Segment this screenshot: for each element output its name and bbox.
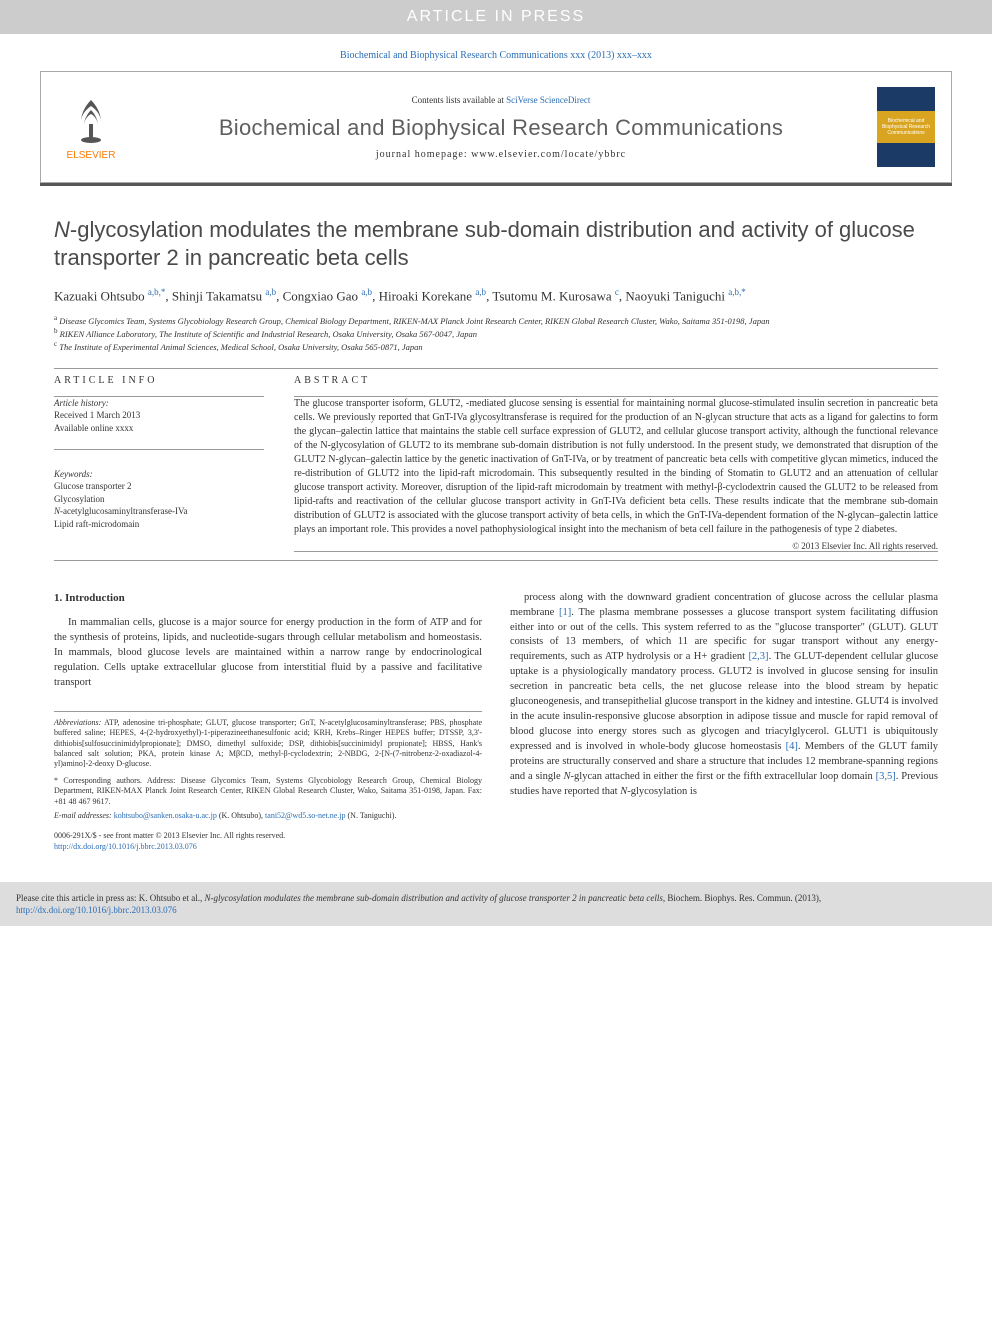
- citation-doi-link[interactable]: http://dx.doi.org/10.1016/j.bbrc.2013.03…: [16, 905, 177, 915]
- article-info-heading: ARTICLE INFO: [54, 375, 264, 386]
- emails: E-mail addresses: kohtsubo@sanken.osaka-…: [54, 811, 482, 821]
- keywords: Keywords: Glucose transporter 2 Glycosyl…: [54, 468, 264, 531]
- divider: [294, 551, 938, 552]
- publisher-logo: ELSEVIER: [57, 84, 125, 170]
- affiliation: a Disease Glycomics Team, Systems Glycob…: [54, 314, 938, 327]
- homepage-url[interactable]: www.elsevier.com/locate/ybbrc: [471, 149, 626, 160]
- author-list: Kazuaki Ohtsubo a,b,*, Shinji Takamatsu …: [54, 286, 938, 306]
- copyright: © 2013 Elsevier Inc. All rights reserved…: [294, 541, 938, 551]
- intro-paragraph-contd: process along with the downward gradient…: [510, 591, 938, 800]
- top-citation: Biochemical and Biophysical Research Com…: [0, 34, 992, 71]
- divider: [54, 368, 938, 369]
- affiliation: c The Institute of Experimental Animal S…: [54, 340, 938, 353]
- abstract-text: The glucose transporter isoform, GLUT2, …: [294, 397, 938, 537]
- abstract-heading: ABSTRACT: [294, 375, 938, 386]
- homepage-line: journal homepage: www.elsevier.com/locat…: [125, 149, 877, 160]
- sciencedirect-link[interactable]: SciVerse ScienceDirect: [506, 95, 590, 105]
- email-link[interactable]: tani52@wd5.so-net.ne.jp: [265, 811, 345, 820]
- journal-title: Biochemical and Biophysical Research Com…: [125, 115, 877, 141]
- publisher-name: ELSEVIER: [67, 150, 116, 161]
- article-history: Article history: Received 1 March 2013 A…: [54, 397, 264, 435]
- journal-cover-thumbnail: Biochemical and Biophysical Research Com…: [877, 87, 935, 167]
- article-in-press-banner: ARTICLE IN PRESS: [0, 0, 992, 34]
- section-heading-introduction: 1. Introduction: [54, 591, 482, 607]
- corresponding-authors: * Corresponding authors. Address: Diseas…: [54, 776, 482, 807]
- journal-header: ELSEVIER Contents lists available at Sci…: [40, 71, 952, 183]
- elsevier-tree-icon: [71, 94, 111, 148]
- affiliations: a Disease Glycomics Team, Systems Glycob…: [54, 314, 938, 354]
- top-citation-link[interactable]: Biochemical and Biophysical Research Com…: [340, 50, 652, 61]
- intro-paragraph: In mammalian cells, glucose is a major s…: [54, 616, 482, 691]
- divider: [54, 560, 938, 561]
- affiliation: b RIKEN Alliance Laboratory, The Institu…: [54, 327, 938, 340]
- footer-meta: 0006-291X/$ - see front matter © 2013 El…: [54, 831, 482, 852]
- doi-link[interactable]: http://dx.doi.org/10.1016/j.bbrc.2013.03…: [54, 842, 197, 851]
- article-title: N-glycosylation modulates the membrane s…: [54, 216, 938, 272]
- citation-box: Please cite this article in press as: K.…: [0, 882, 992, 926]
- divider: [54, 449, 264, 450]
- contents-line: Contents lists available at SciVerse Sci…: [125, 95, 877, 105]
- email-link[interactable]: kohtsubo@sanken.osaka-u.ac.jp: [114, 811, 217, 820]
- abbreviations: Abbreviations: ATP, adenosine tri-phosph…: [54, 711, 482, 770]
